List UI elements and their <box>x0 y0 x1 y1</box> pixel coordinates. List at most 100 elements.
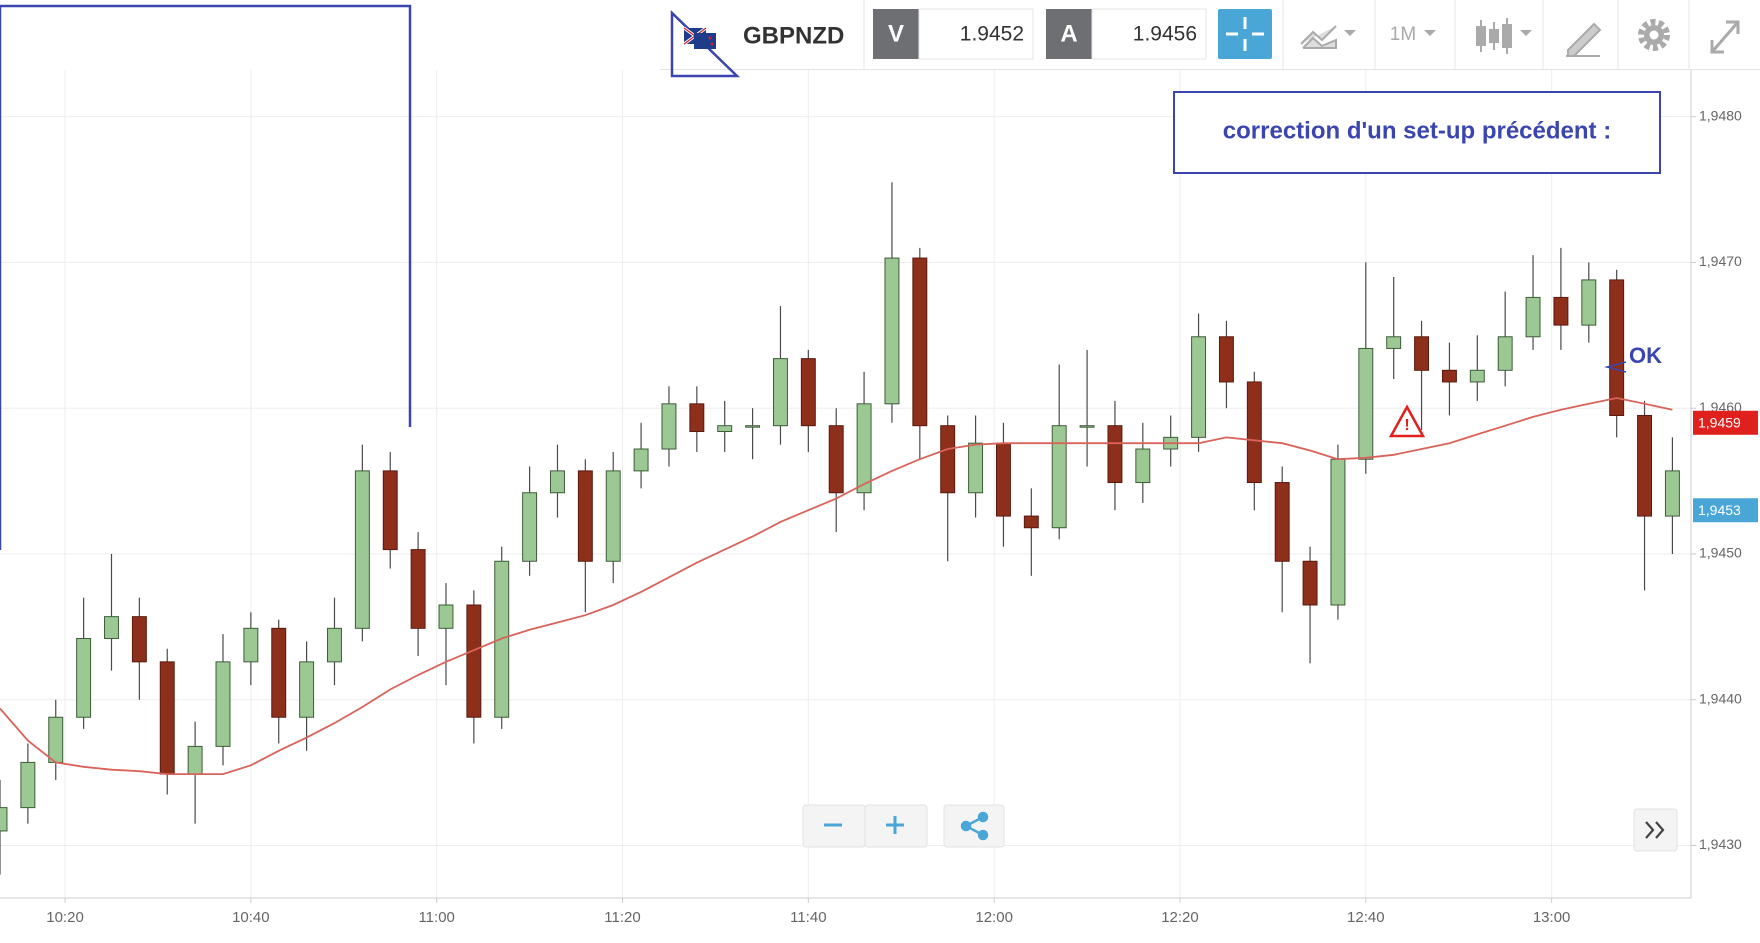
y-tick-label: 1,9430 <box>1699 836 1742 852</box>
dropdown-arrow <box>1344 30 1356 36</box>
candle-body <box>605 470 621 562</box>
y-tick-label: 1,9440 <box>1699 690 1742 706</box>
candle-body <box>215 661 231 747</box>
plot-area <box>0 182 1680 875</box>
candle-body <box>1218 336 1234 383</box>
chart-type-icon[interactable] <box>1300 25 1337 49</box>
annotation-box <box>1173 91 1661 174</box>
candle-body <box>884 257 900 405</box>
candle-body <box>1609 279 1625 416</box>
candle-body <box>243 627 259 663</box>
candle-type-icon[interactable] <box>1476 18 1512 54</box>
x-tick-label: 10:40 <box>232 909 270 926</box>
candle-body <box>1664 470 1680 517</box>
candle-body <box>968 442 984 494</box>
x-tick-label: 11:20 <box>604 909 640 926</box>
x-tick-label: 12:20 <box>1161 909 1199 926</box>
candle-body <box>717 425 733 433</box>
svg-text:!: ! <box>1404 417 1409 434</box>
candle-body <box>410 549 426 629</box>
candle-body <box>159 661 175 775</box>
candle-body <box>1358 347 1374 460</box>
x-tick-label: 11:40 <box>790 909 826 926</box>
scroll-end-button[interactable] <box>1633 808 1678 852</box>
candle-body <box>1023 515 1039 529</box>
buy-button[interactable] <box>1046 9 1092 59</box>
candle-body <box>689 403 705 433</box>
timeframe[interactable]: 1M <box>1390 24 1416 45</box>
candle-body <box>522 492 538 562</box>
y-tick-label: 1,9470 <box>1699 253 1742 269</box>
sell-price[interactable]: 1.9452 <box>960 23 1024 46</box>
buy-price-box[interactable] <box>1091 8 1207 60</box>
candle-body <box>438 604 454 629</box>
marker-arrow <box>1604 361 1627 373</box>
candle-body <box>1079 425 1095 428</box>
moving-average <box>0 397 1673 775</box>
candle-body <box>466 604 482 718</box>
candle-body <box>299 661 315 718</box>
price-tag-label: 1,9459 <box>1698 414 1741 430</box>
candle-body <box>131 616 147 663</box>
scroll-end-icon <box>1645 821 1665 839</box>
sell-label[interactable]: V <box>888 20 904 47</box>
candle-body <box>1274 482 1290 562</box>
price-tag <box>1693 410 1758 435</box>
candle-body <box>1135 448 1151 484</box>
candle-body <box>1441 369 1457 383</box>
price-tag <box>1693 498 1758 523</box>
candle-body <box>271 627 287 718</box>
candle-body <box>1107 425 1123 484</box>
crosshair-icon <box>1226 17 1264 51</box>
y-tick-label: 1,9450 <box>1699 545 1742 561</box>
x-tick-label: 10:20 <box>46 909 84 926</box>
candle-body <box>828 425 844 494</box>
symbol: GBPNZD <box>743 22 844 49</box>
candle-body <box>940 425 956 494</box>
candle-body <box>1414 336 1430 371</box>
candle-body <box>1246 381 1262 484</box>
share-button[interactable] <box>943 804 1005 848</box>
dropdown-arrow <box>1520 30 1532 36</box>
annotation: correction d'un set-up précédent : <box>1223 117 1611 144</box>
toolbar-bg <box>660 0 1760 70</box>
candle-body <box>856 403 872 494</box>
candle-body <box>76 638 92 718</box>
axes: 10:20 10:40 11:00 11:20 11:40 12:00 12:20 12:40… <box>46 107 1758 926</box>
candle-body <box>1051 425 1067 529</box>
buy-price[interactable]: 1.9456 <box>1133 23 1197 46</box>
candle-body <box>0 807 8 832</box>
candle-body <box>382 470 398 551</box>
settings-icon[interactable] <box>1638 19 1670 51</box>
candle-body <box>550 470 565 494</box>
candle-body <box>1525 296 1541 338</box>
candle-body <box>800 358 816 427</box>
fullscreen-icon[interactable] <box>1710 20 1740 54</box>
dropdown-arrow <box>1424 30 1436 36</box>
x-tick-label: 11:00 <box>418 909 454 926</box>
candle-body <box>48 716 64 763</box>
flag-icon <box>683 26 716 49</box>
candle-body <box>1581 279 1597 326</box>
candle-body <box>995 442 1011 517</box>
marker-label: OK <box>1629 343 1662 368</box>
candle-body <box>1330 458 1346 606</box>
candle-body <box>912 257 928 427</box>
buy-label[interactable]: A <box>1060 20 1077 47</box>
price-tag-label: 1,9453 <box>1698 502 1741 518</box>
candle-body <box>1553 296 1569 326</box>
x-tick-label: 13:00 <box>1533 909 1571 926</box>
candle-body <box>745 425 761 428</box>
candle-body <box>354 470 370 629</box>
candle-body <box>20 761 36 809</box>
draw-icon[interactable] <box>1566 22 1602 57</box>
candle-body <box>577 470 593 562</box>
x-tick-label: 12:00 <box>975 909 1013 926</box>
candle-body <box>1386 336 1402 349</box>
sell-button[interactable] <box>873 9 919 59</box>
crosshair-button[interactable] <box>1218 9 1272 59</box>
candle-body <box>633 448 649 472</box>
sell-price-box[interactable] <box>918 8 1034 60</box>
